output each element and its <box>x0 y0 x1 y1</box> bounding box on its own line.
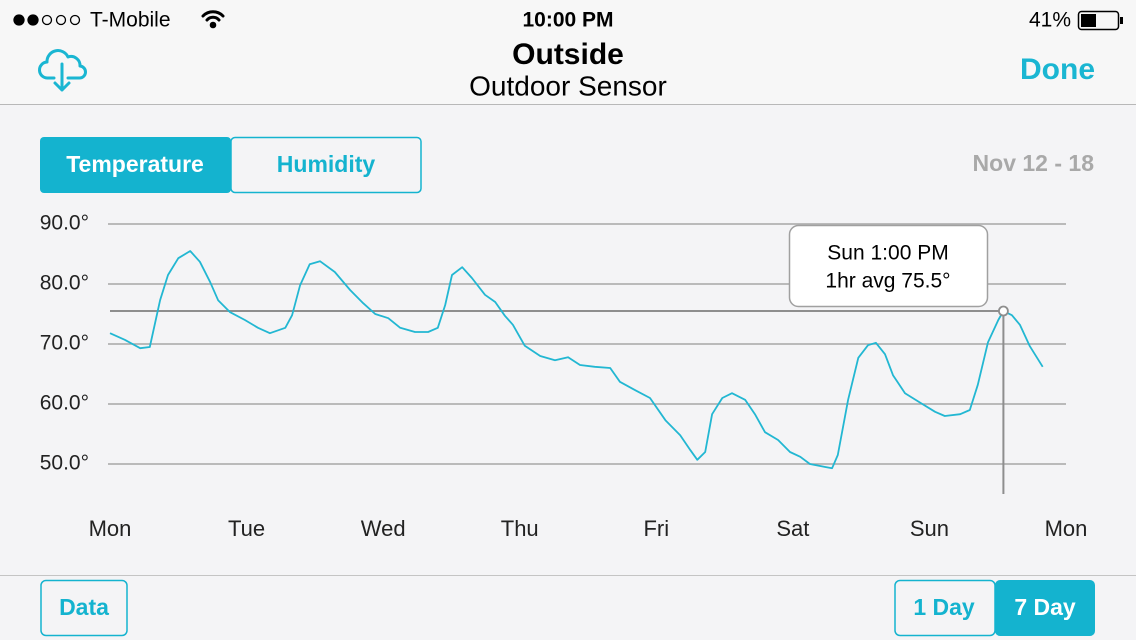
date-range: Nov 12 - 18 <box>973 150 1095 176</box>
tooltip-time: Sun 1:00 PM <box>827 242 948 265</box>
data-button-bg[interactable] <box>40 579 128 637</box>
y-tick-label: 70.0° <box>40 332 89 355</box>
x-tick-label: Mon <box>89 516 132 541</box>
y-tick-label: 90.0° <box>40 212 89 235</box>
y-tick-label: 60.0° <box>40 392 89 415</box>
battery-icon <box>1077 10 1123 31</box>
signal <box>13 14 81 26</box>
tab-temperature[interactable]: Temperature <box>66 151 204 177</box>
temperature-line <box>109 250 1044 470</box>
tooltip-value: 1hr avg 75.5° <box>825 270 950 293</box>
range-7day[interactable]: 7 Day <box>1014 594 1076 620</box>
range-7day-bg[interactable] <box>995 580 1095 636</box>
wifi-icon <box>201 10 225 29</box>
nav-title: Outside <box>512 38 624 71</box>
tab-humidity[interactable]: Humidity <box>277 151 376 177</box>
nav-subtitle: Outdoor Sensor <box>469 70 667 101</box>
carrier: T-Mobile <box>90 9 171 32</box>
x-tick-label: Wed <box>361 516 406 541</box>
x-tick-label: Tue <box>228 516 265 541</box>
range-1day[interactable]: 1 Day <box>913 594 975 620</box>
cursor-point <box>998 305 1009 317</box>
tab-temperature-bg[interactable] <box>40 137 231 193</box>
clock: 10:00 PM <box>522 9 613 32</box>
header-bg <box>0 0 1136 104</box>
x-tick-label: Sun <box>910 516 949 541</box>
y-tick-label: 80.0° <box>40 272 89 295</box>
x-tick-label: Thu <box>501 516 539 541</box>
tooltip-box <box>788 224 989 308</box>
y-tick-label: 50.0° <box>40 452 89 475</box>
x-tick-label: Fri <box>643 516 669 541</box>
done-button[interactable]: Done <box>1020 53 1095 86</box>
data-button[interactable]: Data <box>59 594 109 620</box>
x-tick-label: Mon <box>1045 516 1088 541</box>
x-tick-label: Sat <box>776 516 809 541</box>
tab-humidity-bg[interactable] <box>230 136 422 194</box>
battery-level: 41% <box>1029 9 1071 32</box>
cloud-download-icon[interactable] <box>38 49 87 92</box>
